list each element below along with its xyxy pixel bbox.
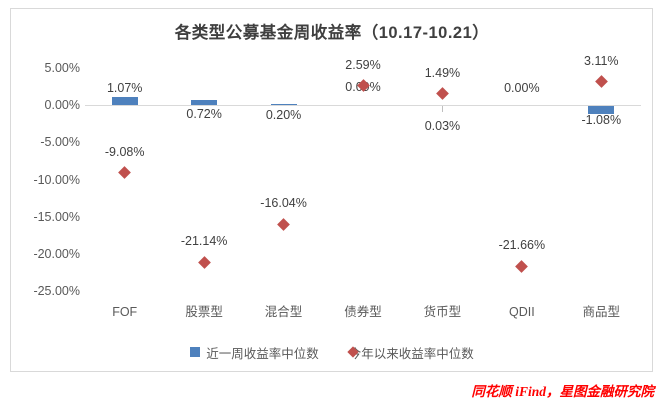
weekly-series-square-icon: [190, 347, 201, 357]
ytd-return-diamond: [436, 87, 449, 101]
x-axis-line: [85, 105, 641, 106]
ytd-return-diamond: [197, 256, 211, 269]
category-label: 货币型: [423, 305, 462, 319]
ytd-return-diamond: [515, 259, 529, 273]
ytd-return-diamond: [594, 75, 608, 89]
ytd-return-diamond-label: 1.49%: [424, 65, 461, 80]
legend-label: 近一周收益率中位数: [206, 346, 319, 361]
legend-item: 近一周收益率中位数: [190, 343, 319, 362]
ytd-return-diamond-label: 3.11%: [584, 53, 619, 68]
ytd-return-diamond-label: -21.14%: [180, 234, 228, 249]
category-label: QDII: [508, 305, 535, 319]
chart-title: 各类型公募基金周收益率（10.17-10.21）: [174, 24, 490, 42]
ytd-return-diamond-label: 2.59%: [345, 57, 381, 72]
y-axis-tick-label: -5.00%: [40, 135, 80, 150]
ytd-return-diamond: [277, 218, 290, 231]
y-axis-tick-label: -20.00%: [33, 247, 80, 261]
y-axis-tick-label: -25.00%: [33, 284, 80, 299]
category-label: 商品型: [582, 305, 621, 319]
weekly-return-bar-label: 0.72%: [186, 107, 222, 121]
source-note: 同花顺 iFind，星图金融研究院: [471, 384, 654, 399]
category-label: 混合型: [264, 305, 303, 319]
weekly-return-bar-label: -1.08%: [581, 113, 622, 127]
ytd-return-diamond-label: -9.08%: [104, 144, 145, 159]
ytd-return-diamond-label: -16.04%: [260, 196, 307, 211]
category-label: 债券型: [344, 305, 382, 319]
y-axis-tick-label: -15.00%: [33, 209, 80, 224]
weekly-return-bar-label: 0.20%: [265, 108, 302, 122]
legend-label: 今年以来收益率中位数: [348, 346, 474, 361]
y-axis-tick-label: -10.00%: [33, 172, 80, 187]
legend-item: 今年以来收益率中位数: [347, 343, 474, 362]
y-axis-tick-label: 0.00%: [44, 98, 80, 112]
weekly-return-bar: [270, 103, 297, 105]
weekly-return-bar-label: 0.00%: [504, 81, 540, 95]
chart-frame: [10, 8, 653, 372]
ytd-return-diamond-label: -21.66%: [498, 238, 546, 253]
category-label: 股票型: [185, 305, 223, 319]
ytd-return-diamond: [118, 166, 132, 180]
weekly-return-bar-label: 1.07%: [106, 81, 143, 95]
weekly-return-bar-label: 0.03%: [424, 119, 461, 133]
y-axis-tick-label: 5.00%: [44, 60, 80, 75]
weekly-return-bar: [111, 97, 138, 105]
weekly-return-bar: [191, 99, 218, 105]
x-axis-tick: [442, 106, 443, 112]
weekly-return-bar: [588, 106, 615, 115]
category-label: FOF: [112, 305, 138, 319]
chart-legend: 近一周收益率中位数 今年以来收益率中位数: [10, 343, 654, 361]
